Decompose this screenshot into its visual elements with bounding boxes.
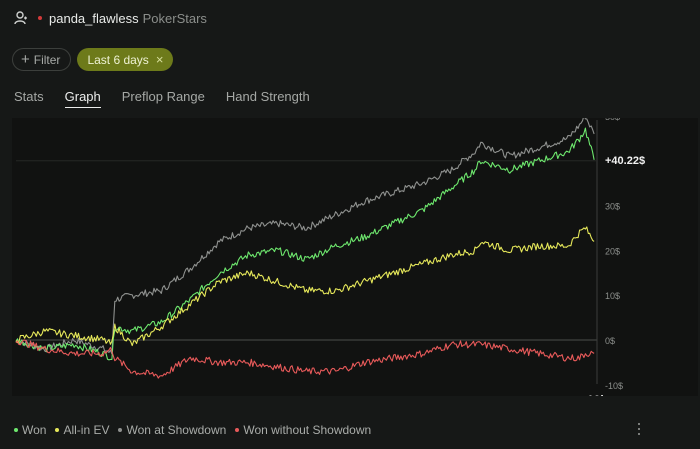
series-showdown-line	[15, 118, 595, 355]
date-filter-chip[interactable]: Last 6 days ×	[77, 48, 174, 71]
x-tick-label: 10k	[587, 393, 607, 396]
more-options-icon[interactable]	[634, 421, 644, 437]
series-no-showdown-line	[15, 339, 595, 379]
player-name[interactable]: panda_flawless	[49, 10, 139, 26]
filter-button[interactable]: + Filter	[12, 48, 72, 71]
series-allin-ev-line	[15, 226, 595, 347]
y-tick-label: 30$	[605, 202, 620, 212]
legend-won-at-showdown[interactable]: Won at Showdown	[118, 423, 226, 437]
tab-stats[interactable]: Stats	[14, 89, 44, 104]
site-name: PokerStars	[142, 10, 207, 26]
user-icon[interactable]	[14, 11, 28, 25]
tab-preflop-range[interactable]: Preflop Range	[121, 89, 205, 104]
legend-allin-ev-label: All-in EV	[63, 423, 110, 437]
end-value-label: +40.22$	[605, 155, 645, 167]
tab-graph[interactable]: Graph	[64, 89, 101, 108]
legend-no-showdown-label: Won without Showdown	[243, 423, 372, 437]
legend-won-without-showdown[interactable]: Won without Showdown	[235, 423, 371, 437]
legend-won-label: Won	[22, 423, 47, 437]
legend-showdown-label: Won at Showdown	[126, 423, 227, 437]
y-tick-label: 50$	[605, 118, 620, 122]
y-tick-label: -10$	[605, 381, 623, 391]
profit-graph[interactable]: 50$30$20$10$0$-10$01k2k3k4k5k6k7k8k9k10k…	[12, 118, 698, 396]
chart-panel: 50$30$20$10$0$-10$01k2k3k4k5k6k7k8k9k10k…	[12, 118, 698, 396]
y-tick-label: 0$	[605, 336, 615, 346]
allin-ev-dot-icon	[55, 428, 60, 432]
series-won-line	[15, 127, 595, 361]
legend-won[interactable]: Won	[14, 423, 46, 437]
date-filter-label: Last 6 days	[87, 52, 149, 67]
legend: Won All-in EV Won at Showdown Won withou…	[14, 423, 380, 437]
tab-hand-strength[interactable]: Hand Strength	[225, 89, 310, 104]
player-header: panda_flawless PokerStars	[14, 9, 207, 27]
close-icon[interactable]: ×	[155, 52, 164, 67]
filter-bar: + Filter Last 6 days ×	[12, 48, 174, 71]
won-dot-icon	[14, 428, 18, 432]
tab-bar: Stats Graph Preflop Range Hand Strength	[14, 89, 331, 108]
y-tick-label: 20$	[605, 246, 620, 256]
no-showdown-dot-icon	[235, 428, 240, 432]
filter-label: Filter	[33, 52, 61, 67]
legend-allin-ev[interactable]: All-in EV	[55, 423, 109, 437]
showdown-dot-icon	[118, 428, 123, 432]
plus-icon: +	[21, 51, 30, 68]
status-dot	[38, 16, 42, 20]
y-tick-label: 10$	[605, 291, 620, 301]
